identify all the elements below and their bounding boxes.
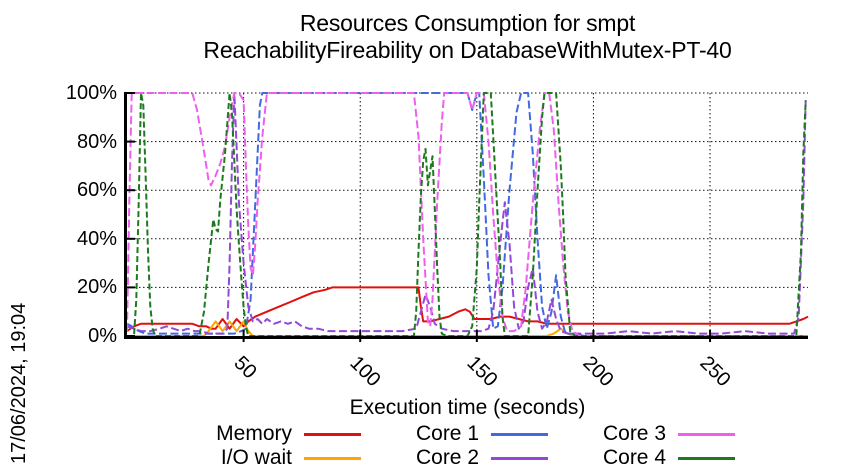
- chart-title-line1: Resources Consumption for smpt: [299, 10, 636, 36]
- legend-label: Memory: [216, 422, 292, 445]
- legend-label: Core 2: [415, 446, 479, 469]
- series-line-core-2: [126, 92, 807, 335]
- legend-entry-core-3: Core 3: [592, 422, 735, 446]
- legend-column-2: Core 1 Core 2: [405, 422, 548, 470]
- series-line-core-4: [127, 92, 807, 337]
- legend-entry-i-o-wait: I/O wait: [200, 446, 361, 470]
- legend-line-swatch: [304, 432, 361, 436]
- y-tick-label-60: 60%: [76, 179, 117, 202]
- legend-line-swatch: [678, 432, 735, 436]
- x-tick-label-100: 100: [345, 352, 385, 392]
- legend-label: I/O wait: [220, 446, 292, 469]
- legend-line-swatch: [678, 456, 735, 460]
- y-tick-label-0: 0%: [88, 325, 117, 347]
- x-tick-label-50: 50: [229, 352, 261, 384]
- legend-entry-memory: Memory: [200, 422, 361, 446]
- legend-line-swatch: [491, 456, 548, 460]
- plot-area: [124, 92, 809, 342]
- y-tick-label-40: 40%: [76, 227, 117, 250]
- legend-column-1: Memory I/O wait: [200, 422, 361, 470]
- series-line-core-3: [126, 92, 808, 337]
- x-axis-label: Execution time (seconds): [349, 396, 586, 419]
- legend-line-swatch: [304, 456, 361, 460]
- x-tick-label-250: 250: [695, 352, 735, 392]
- legend-label: Core 1: [415, 422, 479, 445]
- legend-label: Core 3: [602, 422, 666, 445]
- legend-entry-core-4: Core 4: [592, 446, 735, 470]
- series-line-core-1: [126, 92, 808, 337]
- legend-line-swatch: [491, 432, 548, 436]
- y-tick-label-20: 20%: [76, 276, 117, 299]
- chart-title: Resources Consumption for smpt Reachabil…: [85, 10, 850, 64]
- legend-entry-core-1: Core 1: [405, 422, 548, 446]
- legend-label: Core 4: [602, 446, 666, 469]
- chart-legend: Memory I/O wait Core 1 Core 2 Core 3 Core 4: [127, 422, 808, 470]
- y-tick-label-80: 80%: [76, 130, 117, 153]
- chart-title-line2: ReachabilityFireability on DatabaseWithM…: [203, 37, 732, 63]
- legend-entry-core-2: Core 2: [405, 446, 548, 470]
- legend-column-3: Core 3 Core 4: [592, 422, 735, 470]
- x-tick-label-150: 150: [462, 352, 502, 392]
- x-tick-label-200: 200: [578, 352, 619, 392]
- y-tick-label-100: 100%: [65, 82, 117, 104]
